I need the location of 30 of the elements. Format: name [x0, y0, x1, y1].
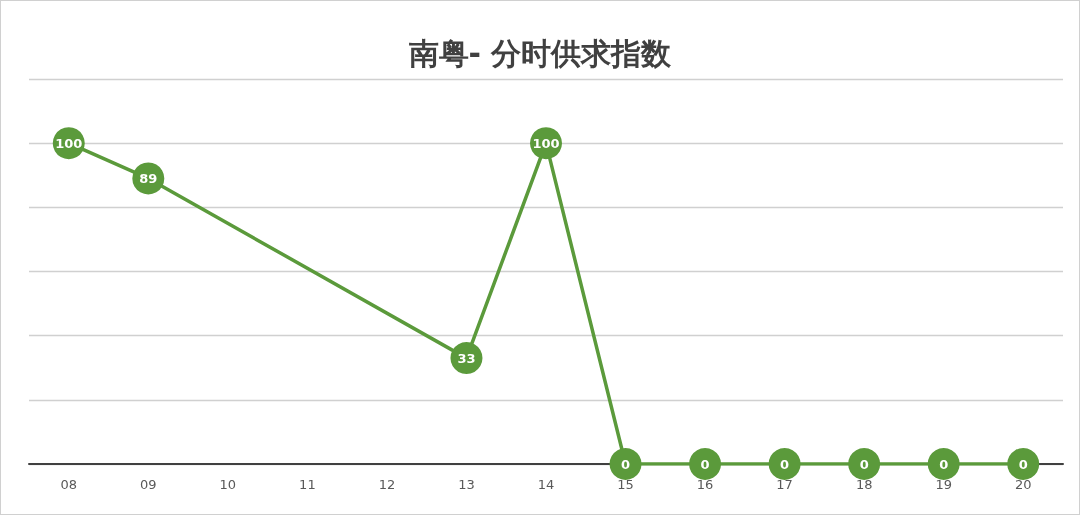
data-label: 0 [621, 456, 631, 472]
point [689, 448, 722, 480]
point [768, 448, 801, 480]
point [927, 448, 960, 480]
data-label: 0 [700, 456, 710, 472]
x-tick-label: 13 [458, 477, 475, 492]
x-tick-label: 09 [140, 477, 157, 492]
x-tick-label: 10 [219, 477, 237, 492]
x-tick-label: 17 [776, 477, 793, 492]
data-label: 89 [139, 170, 158, 186]
point [848, 448, 881, 480]
data-label: 0 [1018, 456, 1028, 472]
x-tick-label: 11 [299, 477, 316, 492]
data-label: 0 [939, 456, 949, 472]
x-tick-label: 18 [855, 477, 873, 492]
data-label: 100 [532, 135, 560, 151]
data-label: 0 [859, 456, 869, 472]
x-tick-label: 14 [537, 477, 555, 492]
data-label: 100 [55, 135, 83, 151]
x-tick-label: 19 [935, 477, 952, 492]
x-tick-label: 16 [696, 477, 714, 492]
x-tick-label: 15 [617, 477, 634, 492]
x-tick-label: 08 [60, 477, 78, 492]
data-label: 33 [457, 350, 476, 366]
point [609, 448, 642, 480]
data-label: 0 [780, 456, 790, 472]
chart-title: 南粤- 分时供求指数 [408, 35, 673, 71]
x-tick-label: 12 [378, 477, 396, 492]
x-tick-label: 20 [1014, 477, 1032, 492]
point [1007, 448, 1040, 480]
